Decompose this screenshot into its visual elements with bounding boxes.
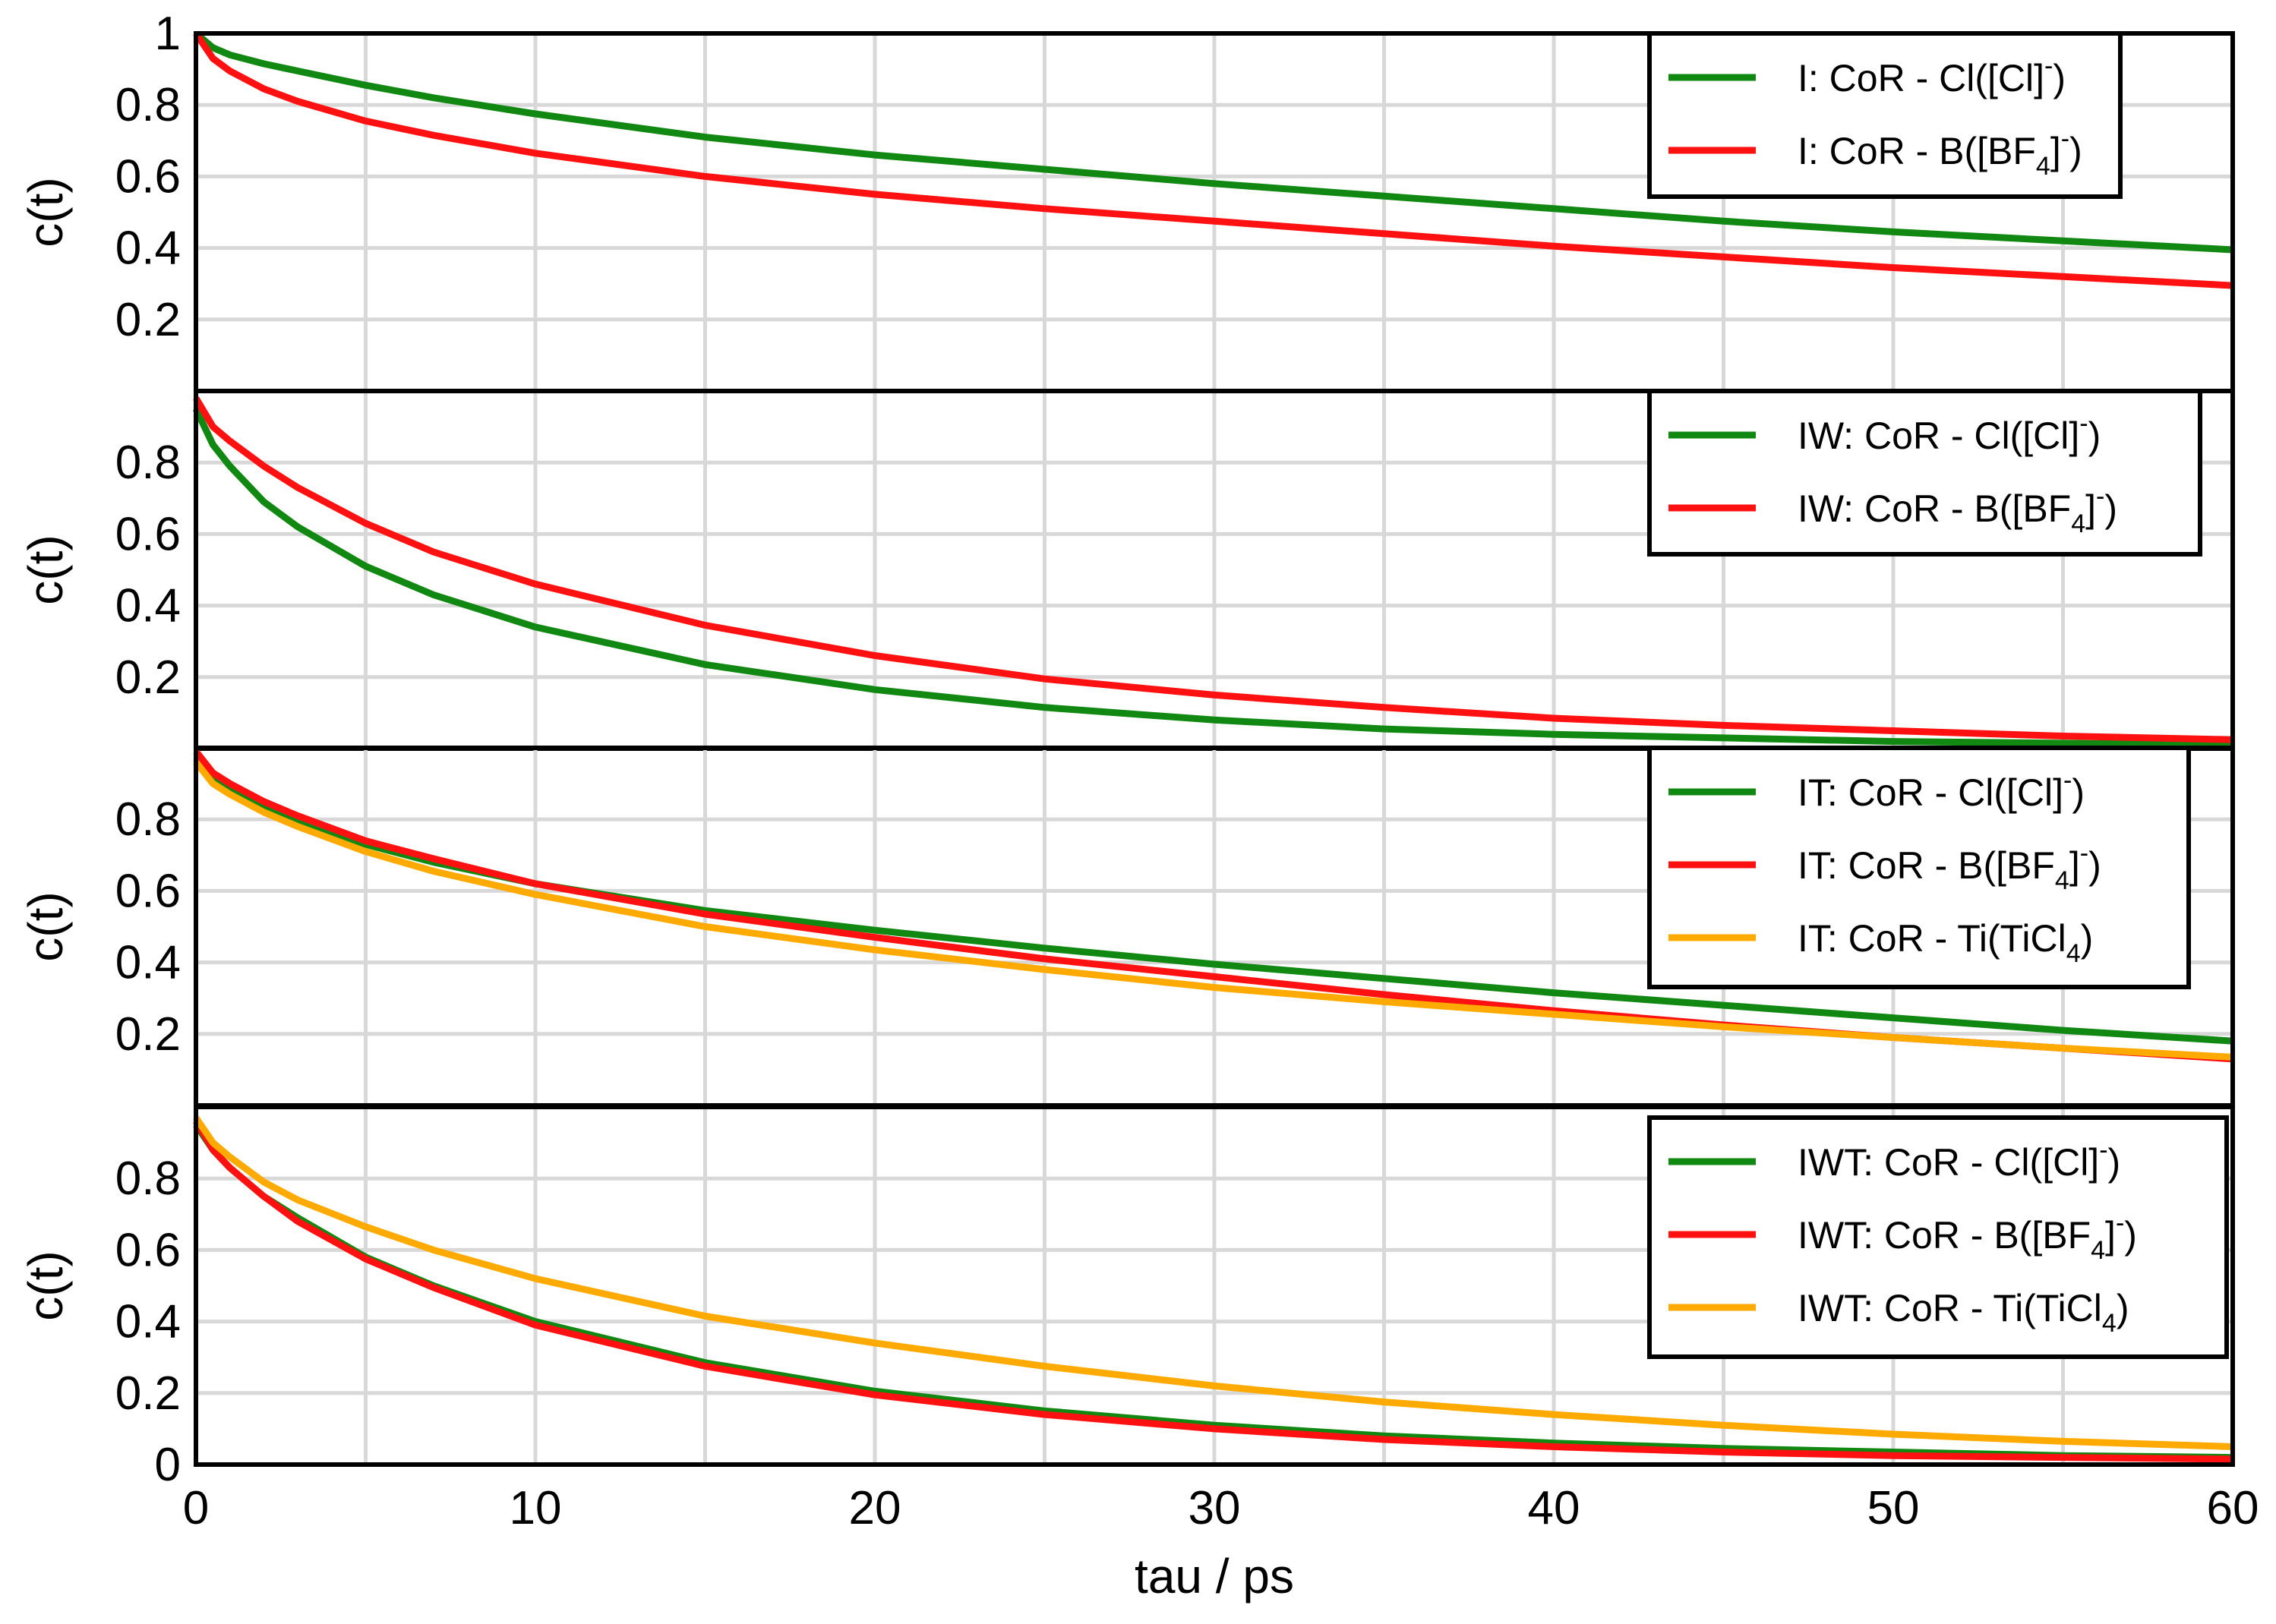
y-axis-label: c(t) (18, 535, 73, 604)
y-tick-label: 0.4 (115, 937, 181, 989)
y-tick-label: 0.8 (115, 793, 181, 846)
x-axis-label: tau / ps (1135, 1549, 1294, 1604)
legend-label: IT: CoR - Ti(TiCl4) (1798, 917, 2093, 968)
legend: IT: CoR - Cl([Cl]-) IT: CoR - B([BF4]-) IT… (1647, 746, 2191, 989)
series-line-iw-1 (192, 407, 2233, 749)
x-tick-label: 40 (1528, 1482, 1580, 1534)
y-tick-label: 0.8 (115, 79, 181, 131)
legend-label: IW: CoR - Cl([Cl]-) (1798, 409, 2101, 457)
x-tick-label: 10 (510, 1482, 562, 1534)
series-line-iw-2 (193, 396, 2233, 743)
y-tick-label: 0.6 (115, 150, 181, 203)
y-tick-label: 0.2 (115, 1367, 181, 1420)
y-axis-label: c(t) (18, 177, 73, 247)
x-tick-label: 0 (183, 1482, 209, 1534)
y-tick-label: 0.4 (115, 1296, 181, 1348)
series-line-iwt-3 (193, 1115, 2233, 1450)
legend-label: IT: CoR - B([BF4]-) (1798, 839, 2101, 895)
series-line-i-1 (194, 30, 2233, 254)
series-line-i-2 (193, 31, 2233, 289)
y-tick-label: 0.6 (115, 508, 181, 560)
y-tick-label: 0.8 (115, 1153, 181, 1205)
legend-label: IWT: CoR - Ti(TiCl4) (1798, 1287, 2129, 1338)
y-tick-label: 0 (155, 1439, 181, 1491)
series-line-iwt-2 (193, 1119, 2233, 1463)
legend-box (1647, 31, 2123, 199)
y-tick-label: 0.8 (115, 437, 181, 489)
legend-label: IT: CoR - Cl([Cl]-) (1798, 766, 2085, 814)
y-tick-label: 0.2 (115, 1008, 181, 1061)
x-tick-label: 50 (1867, 1482, 1920, 1534)
legend-box (1647, 389, 2202, 557)
x-tick-label: 60 (2207, 1482, 2259, 1534)
legend-label: IWT: CoR - B([BF4]-) (1798, 1209, 2137, 1265)
legend: I: CoR - Cl([Cl]-) I: CoR - B([BF4]-) (1647, 31, 2123, 199)
panel-frame (194, 1105, 2235, 1467)
y-tick-label: 0.2 (115, 651, 181, 704)
legend: IW: CoR - Cl([Cl]-) IW: CoR - B([BF4]-) (1647, 389, 2202, 557)
legend-label: IW: CoR - B([BF4]-) (1798, 482, 2117, 538)
panel-i: 0.20.40.60.81c(t)I: CoR - Cl([Cl]-)I: Co… (18, 8, 2235, 393)
panel-iw: 0.20.40.60.8c(t)IW: CoR - Cl([Cl]-)IW: C… (18, 389, 2235, 751)
panel-iwt: 00.20.40.60.8c(t)IWT: CoR - Cl([Cl]-)IWT… (18, 1105, 2259, 1604)
y-tick-label: 1 (155, 8, 181, 60)
panel-it: 0.20.40.60.8c(t)IT: CoR - Cl([Cl]-)IT: C… (18, 746, 2235, 1108)
y-tick-label: 0.4 (115, 580, 181, 632)
x-tick-label: 30 (1189, 1482, 1241, 1534)
y-tick-label: 0.6 (115, 1224, 181, 1276)
legend: IWT: CoR - Cl([Cl]-) IWT: CoR - B([BF4]-)… (1647, 1115, 2229, 1359)
y-axis-label: c(t) (18, 891, 73, 961)
y-axis-label: c(t) (18, 1250, 73, 1320)
series-line-it-3 (193, 760, 2233, 1061)
y-tick-label: 0.4 (115, 222, 181, 275)
y-tick-label: 0.6 (115, 865, 181, 917)
x-tick-label: 20 (849, 1482, 901, 1534)
legend-label: IWT: CoR - Cl([Cl]-) (1798, 1136, 2120, 1184)
y-tick-label: 0.2 (115, 294, 181, 346)
legend-label: I: CoR - B([BF4]-) (1798, 125, 2082, 181)
legend-label: I: CoR - Cl([Cl]-) (1798, 52, 2066, 99)
